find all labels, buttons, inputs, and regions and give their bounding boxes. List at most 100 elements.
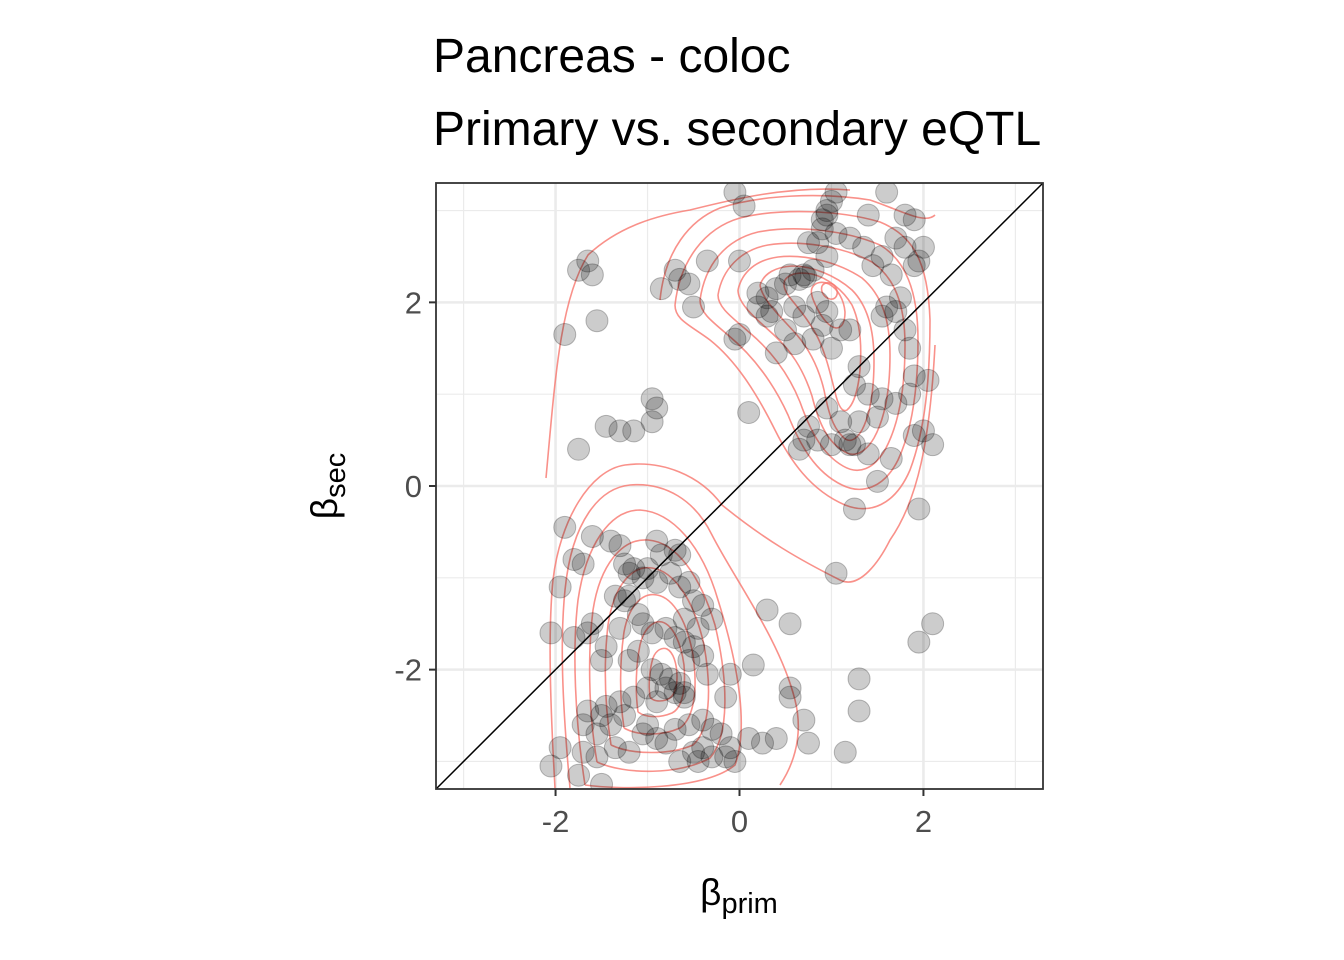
data-point	[907, 630, 931, 654]
data-point	[819, 189, 843, 213]
data-point	[806, 428, 830, 452]
data-point	[636, 557, 660, 581]
density-contour	[635, 620, 686, 718]
data-point	[796, 414, 820, 438]
data-point	[668, 267, 692, 291]
data-point	[801, 258, 825, 282]
x-axis-title-subscript: prim	[721, 888, 777, 920]
data-point	[682, 635, 706, 659]
data-point	[686, 749, 710, 773]
data-point	[608, 616, 632, 640]
data-point	[764, 727, 788, 750]
data-point	[571, 740, 595, 764]
density-contour	[549, 344, 936, 789]
data-point	[668, 749, 692, 773]
data-point	[870, 304, 894, 328]
data-point	[824, 222, 848, 245]
data-point	[709, 722, 733, 746]
data-point	[631, 566, 655, 590]
data-point	[663, 258, 687, 282]
reference-line	[436, 183, 1043, 789]
data-point	[824, 183, 848, 204]
data-point	[856, 203, 880, 227]
data-point	[879, 446, 903, 470]
data-point	[562, 626, 586, 649]
density-contour	[820, 282, 838, 300]
data-point	[884, 391, 908, 415]
data-point	[631, 612, 655, 636]
data-point	[916, 368, 940, 392]
y-tick-label: 2	[405, 285, 422, 320]
data-point	[580, 263, 604, 287]
data-point	[682, 295, 706, 319]
data-point	[640, 621, 664, 645]
data-point	[622, 557, 646, 581]
data-point	[576, 249, 600, 273]
data-point	[585, 309, 609, 333]
data-point	[842, 433, 866, 457]
data-point	[654, 676, 678, 700]
data-point	[893, 203, 917, 227]
data-point	[907, 249, 931, 273]
data-point	[847, 355, 871, 379]
data-point	[794, 265, 818, 289]
data-point	[663, 538, 687, 562]
data-point	[884, 300, 908, 324]
density-contour	[717, 242, 906, 471]
data-point	[691, 644, 715, 668]
data-point	[778, 263, 802, 287]
data-point	[911, 235, 935, 259]
data-point	[567, 437, 591, 461]
data-point	[691, 736, 715, 760]
data-point	[838, 318, 862, 342]
x-tick-label: 0	[731, 804, 748, 839]
data-point	[902, 208, 926, 232]
data-point	[682, 589, 706, 613]
data-point	[902, 364, 926, 388]
data-point	[672, 630, 696, 654]
data-point	[668, 575, 692, 599]
data-point	[617, 584, 641, 608]
data-point	[668, 543, 692, 567]
x-tick-label: 2	[915, 804, 932, 839]
data-point	[884, 226, 908, 250]
data-point	[815, 199, 839, 223]
data-point	[888, 286, 912, 310]
data-point	[778, 676, 802, 700]
data-point	[815, 244, 839, 268]
data-point	[677, 570, 701, 594]
data-point	[750, 731, 774, 755]
data-point	[645, 570, 669, 594]
data-point	[838, 226, 862, 250]
data-point	[714, 745, 738, 769]
data-point	[686, 616, 710, 640]
data-point	[819, 433, 843, 457]
data-point	[636, 713, 660, 737]
data-point	[626, 603, 650, 627]
y-axis-ticks: -2 0 2	[394, 285, 436, 688]
data-point	[672, 607, 696, 631]
data-point	[594, 635, 618, 659]
data-point	[631, 722, 655, 746]
data-point	[746, 295, 770, 319]
density-contour	[545, 188, 851, 479]
data-point	[700, 607, 724, 631]
data-point	[608, 419, 632, 443]
y-axis-title: βsec	[304, 453, 352, 519]
data-point	[856, 382, 880, 406]
data-point	[700, 717, 724, 741]
data-point	[741, 653, 765, 677]
data-point	[810, 208, 834, 232]
chart-title-line-1: Pancreas - coloc	[433, 30, 791, 83]
data-point	[902, 254, 926, 278]
data-point	[870, 387, 894, 411]
data-point	[796, 231, 820, 255]
data-point	[580, 612, 604, 636]
data-point	[783, 332, 807, 356]
data-point	[599, 713, 623, 737]
data-point	[677, 713, 701, 737]
data-point	[645, 396, 669, 420]
data-point	[659, 667, 683, 691]
grid-lines	[436, 183, 1043, 789]
